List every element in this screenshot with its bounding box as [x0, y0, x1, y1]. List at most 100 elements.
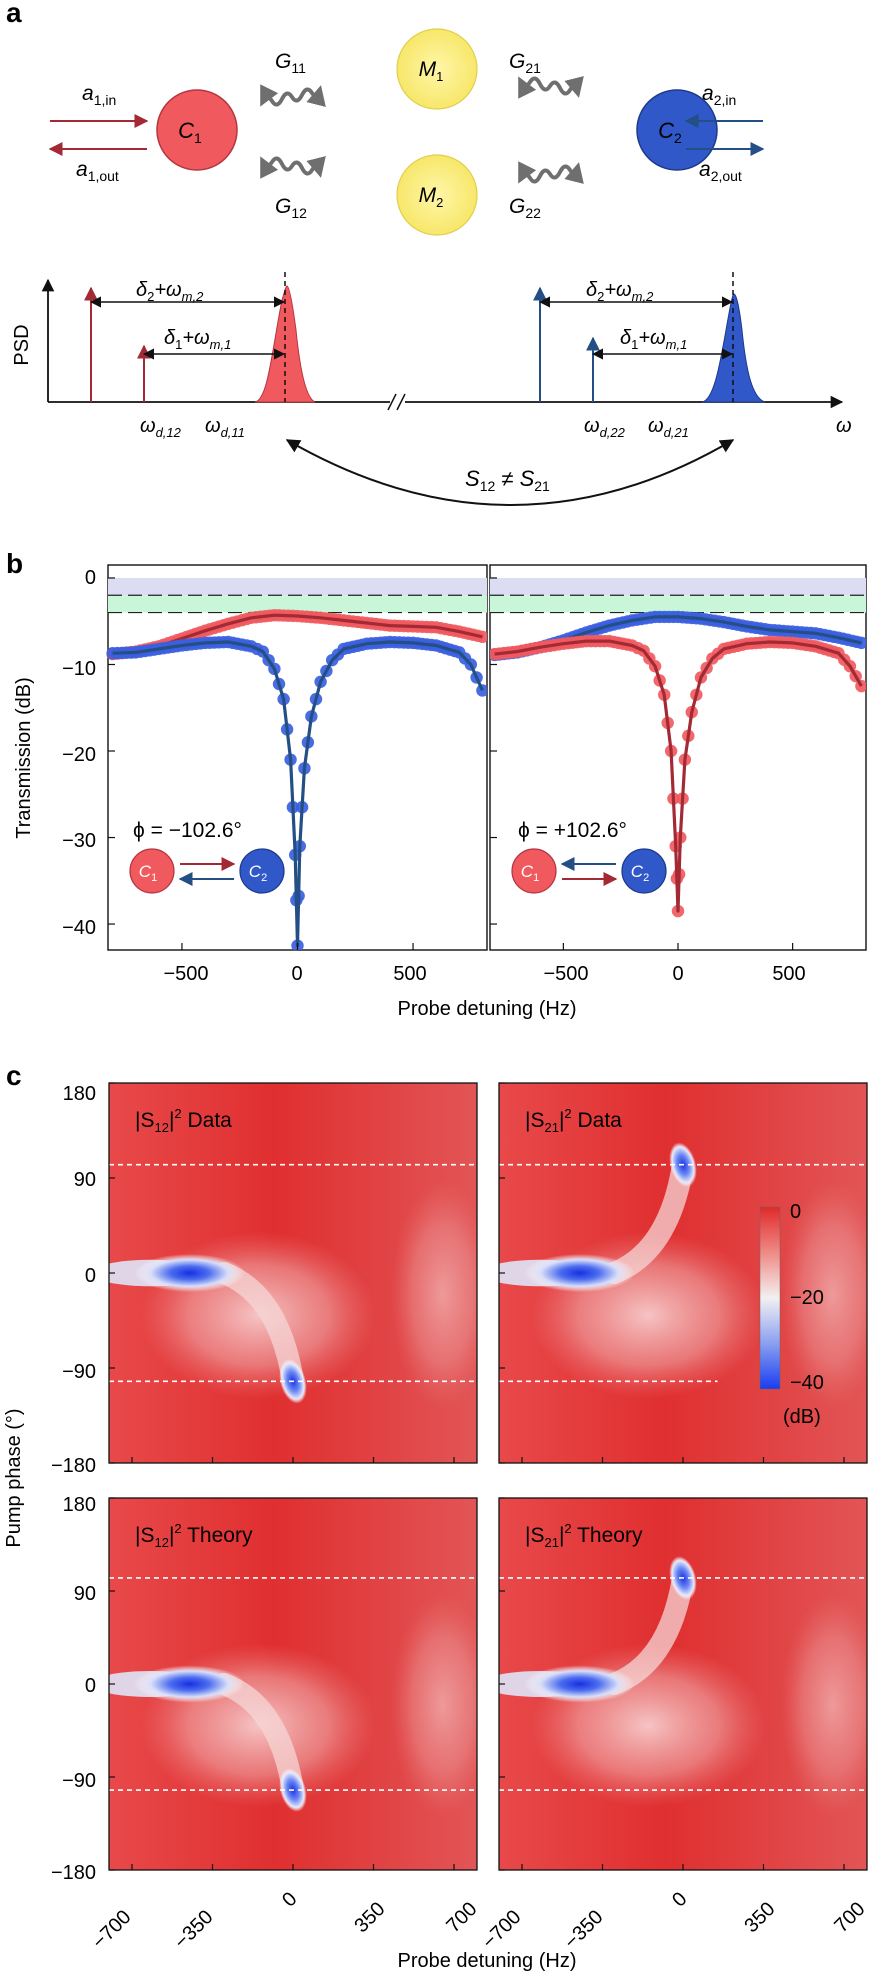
panel-c: c |S12|2 Data |S21|2 Data |S12|2 Theory |S2…: [3, 1060, 870, 1972]
panel-a: a C1 C2 M1 M2 G11 G21 G12 G22: [6, 0, 852, 506]
c-xtick: 350: [740, 1898, 779, 1937]
delta2-right-label: δ2+ωm,2: [586, 279, 654, 304]
coupling-g21-wave: [518, 76, 584, 99]
minimum-blob: [134, 1665, 245, 1703]
cavity-1-label: C1: [178, 118, 202, 146]
cavity-1-circle: [156, 89, 238, 171]
heatmap-title: |S12|2 Theory: [135, 1521, 253, 1550]
mini-c2-circle: [621, 848, 667, 894]
b-xtick: 500: [772, 963, 805, 985]
g21-label: G21: [509, 50, 541, 76]
mini-c1-circle: [511, 848, 557, 894]
b-ytick: −20: [62, 744, 96, 766]
reference-band: [108, 595, 487, 613]
b-ytick: −10: [62, 658, 96, 680]
mini-c2-label: C2: [631, 862, 649, 884]
c-ytick: 90: [74, 1583, 96, 1605]
panel-b-label: b: [6, 548, 23, 579]
minimum-blob: [524, 1665, 635, 1703]
heatmap-halo: [780, 1593, 867, 1817]
heatmap-title: |S12|2 Data: [135, 1106, 232, 1135]
minimum-blob: [134, 1254, 245, 1292]
mini-c2-circle: [239, 848, 285, 894]
data-point: [476, 684, 487, 697]
c-xtick: 350: [350, 1898, 389, 1937]
g12-label: G12: [275, 195, 307, 221]
delta1-left-label: δ1+ωm,1: [164, 327, 231, 352]
omega-label: ω: [836, 415, 852, 437]
b-y-axis-title: Transmission (dB): [13, 677, 35, 839]
c-xtick: 0: [278, 1888, 301, 1911]
wd22-label: ωd,22: [584, 415, 626, 440]
mini-c1-label: C1: [521, 862, 539, 884]
a1-in-label: a1,in: [82, 82, 116, 108]
psd-label: PSD: [11, 324, 33, 365]
c-xtick: −700: [478, 1906, 525, 1953]
b-left-phase-label: ϕ = −102.6°: [133, 819, 242, 842]
heatmap-title: |S21|2 Data: [525, 1106, 622, 1135]
colorbar-unit: (dB): [783, 1406, 821, 1428]
b-xtick: −500: [543, 963, 588, 985]
wd11-label: ωd,11: [205, 415, 245, 440]
b-right-phase-label: ϕ = +102.6°: [518, 819, 627, 842]
reference-band: [108, 577, 487, 596]
c-xtick: 700: [830, 1898, 869, 1937]
data-point: [855, 679, 866, 693]
heatmap-halo: [390, 1593, 477, 1817]
coupling-g22-wave: [518, 161, 584, 184]
mech-2-circle: [396, 154, 478, 236]
c-xtick: −700: [88, 1906, 135, 1953]
b-ytick: 0: [85, 567, 96, 589]
c-y-ticks: 180 90 0 −90 −180 180 90 0 −90 −180: [51, 1083, 96, 1884]
s-relation-label: S12 ≠ S21: [465, 466, 550, 494]
a2-out-label: a2,out: [699, 158, 742, 184]
c-xtick: −350: [170, 1906, 217, 1953]
mech-2-label: M2: [419, 184, 444, 210]
nonreciprocity-arrow: [285, 439, 735, 506]
coupling-g11-wave: [260, 84, 326, 107]
b-x-ticks: −500 0 500 −500 0 500: [163, 963, 805, 985]
c-y-axis-title: Pump phase (°): [3, 1408, 25, 1547]
colorbar-tick: 0: [790, 1201, 801, 1223]
heatmaps: |S12|2 Data |S21|2 Data |S12|2 Theory |S21|…: [108, 1082, 868, 1871]
b-right-mini-diagram: C1 C2: [511, 848, 667, 894]
reference-band: [490, 577, 866, 596]
b-x-axis-title: Probe detuning (Hz): [398, 998, 577, 1020]
b-ytick: −40: [62, 917, 96, 939]
fit-curve: [494, 639, 863, 913]
panel-a-label: a: [6, 0, 22, 28]
heatmap-1: [499, 1083, 867, 1463]
g11-label: G11: [275, 50, 306, 76]
b-xtick: 0: [291, 963, 302, 985]
c-ytick: 180: [63, 1083, 96, 1105]
mini-c1-circle: [129, 848, 175, 894]
c-ytick: 0: [85, 1265, 96, 1287]
delta2-left-label: δ2+ωm,2: [136, 279, 204, 304]
c-ytick: −90: [62, 1770, 96, 1792]
coupling-g12-wave: [260, 156, 326, 179]
c-ytick: −180: [51, 1455, 96, 1477]
heatmap-0: [109, 1083, 477, 1463]
g22-label: G22: [509, 195, 541, 221]
minimum-blob: [524, 1254, 635, 1292]
colorbar-tick: −20: [790, 1287, 824, 1309]
b-xtick: 500: [393, 963, 426, 985]
b-left-mini-diagram: C1 C2: [129, 848, 285, 894]
mech-1-circle: [396, 28, 478, 110]
c-x-axis-title: Probe detuning (Hz): [398, 1950, 577, 1972]
delta1-right-label: δ1+ωm,1: [620, 327, 687, 352]
c-x-ticks: −700 −350 0 350 700 −700 −350 0 350 700: [88, 1888, 869, 1953]
heatmap-3: [499, 1498, 867, 1870]
c-ytick: −90: [62, 1361, 96, 1383]
b-xtick: −500: [163, 963, 208, 985]
c-xtick: −350: [560, 1906, 607, 1953]
c-ytick: −180: [51, 1862, 96, 1884]
colorbar-tick: −40: [790, 1372, 824, 1394]
mini-c2-label: C2: [249, 862, 267, 884]
wd12-label: ωd,12: [140, 415, 182, 440]
b-y-ticks: 0 −10 −20 −30 −40: [62, 567, 96, 939]
reference-band: [490, 595, 866, 613]
c-ytick: 90: [74, 1169, 96, 1191]
panel-b: b 0 −10 −20 −30 −40 −500 0 500 −500 0 50…: [6, 548, 867, 1020]
